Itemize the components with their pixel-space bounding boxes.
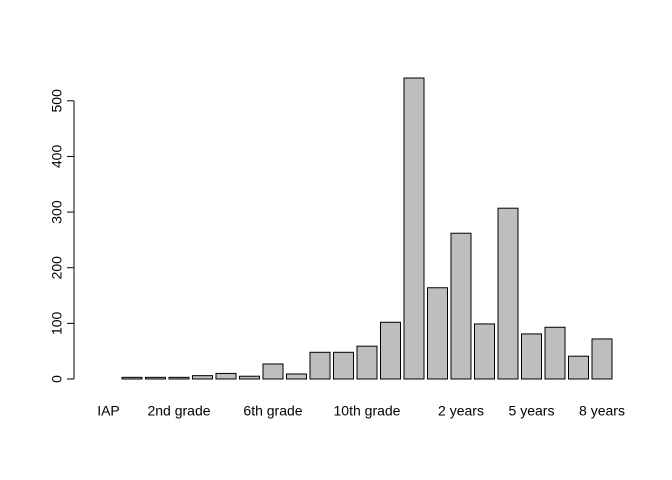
bar bbox=[286, 373, 307, 380]
x-tick-label: 5 years bbox=[509, 403, 555, 419]
bar bbox=[333, 351, 354, 380]
bar bbox=[474, 323, 495, 380]
y-tick-label: 300 bbox=[49, 200, 65, 224]
bar bbox=[145, 376, 166, 380]
bar bbox=[239, 375, 260, 380]
bar bbox=[497, 207, 519, 380]
bar bbox=[309, 351, 331, 380]
x-tick-label: 2nd grade bbox=[147, 403, 210, 419]
bar bbox=[591, 338, 613, 380]
y-tick-label: 400 bbox=[49, 145, 65, 169]
x-tick-label: 6th grade bbox=[243, 403, 302, 419]
bar bbox=[121, 376, 143, 380]
x-tick-label: 8 years bbox=[579, 403, 625, 419]
bar bbox=[427, 287, 448, 380]
bar bbox=[521, 333, 542, 380]
x-tick-label: 2 years bbox=[438, 403, 484, 419]
bar bbox=[568, 355, 589, 380]
bar bbox=[262, 363, 284, 380]
bar bbox=[168, 376, 190, 380]
y-tick-label: 500 bbox=[49, 89, 65, 113]
bar bbox=[544, 326, 566, 380]
bar bbox=[450, 232, 472, 380]
bar bbox=[356, 345, 378, 380]
y-tick-label: 0 bbox=[49, 375, 65, 383]
x-tick-label: 10th grade bbox=[334, 403, 401, 419]
bar bbox=[215, 372, 237, 380]
y-tick-label: 100 bbox=[49, 311, 65, 335]
x-tick-label: IAP bbox=[97, 403, 120, 419]
bar bbox=[403, 77, 425, 380]
bar bbox=[192, 375, 213, 380]
bar bbox=[380, 321, 401, 380]
y-tick-label: 200 bbox=[49, 256, 65, 280]
